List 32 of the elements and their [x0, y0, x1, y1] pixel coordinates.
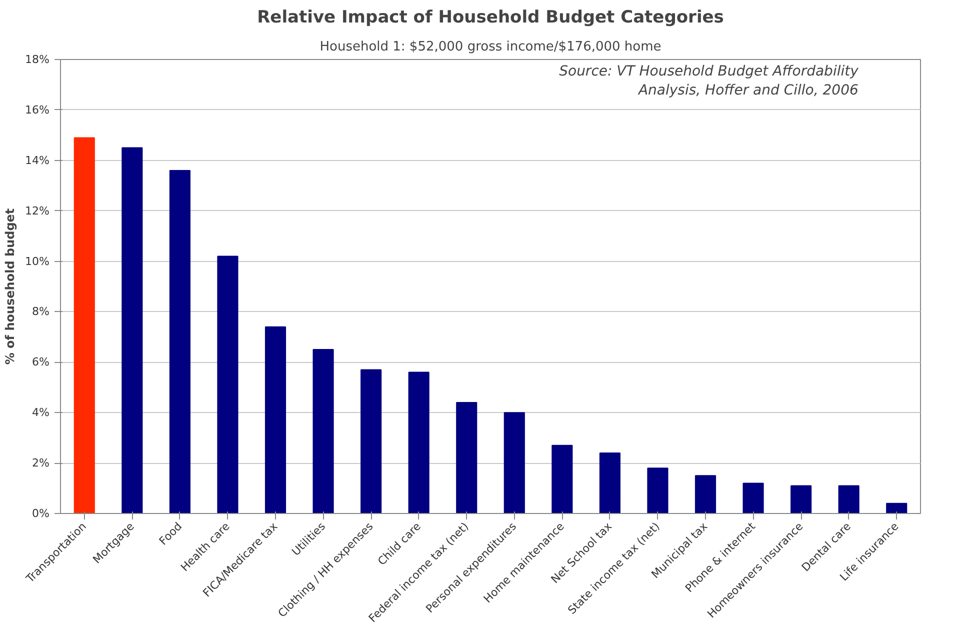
bar: [838, 485, 860, 514]
chart-title: Relative Impact of Household Budget Categories: [257, 8, 724, 28]
bar: [886, 502, 908, 514]
y-axis-title: % of household budget: [3, 208, 18, 365]
y-tick-label: 14%: [25, 154, 50, 167]
bar: [408, 372, 430, 514]
bar: [694, 475, 716, 514]
chart-subtitle: Household 1: $52,000 gross income/$176,000 home: [320, 40, 662, 54]
y-tick-label: 4%: [32, 406, 50, 420]
y-tick-label: 8%: [32, 305, 50, 318]
bar: [74, 137, 95, 514]
y-tick-label: 18%: [25, 53, 50, 66]
y-tick-label: 2%: [32, 456, 50, 470]
bar: [217, 256, 238, 514]
annotation: Source: VT Household Budget Affordability Analysis, Hoffer and Cillo, 2006: [559, 63, 860, 98]
bar: [264, 326, 286, 514]
bar: [169, 170, 190, 514]
bar: [456, 402, 478, 514]
bar: [599, 452, 620, 514]
y-tick-label: 0%: [32, 507, 50, 520]
y-tick-label: 10%: [25, 254, 50, 268]
bar: [122, 147, 143, 514]
bar: [360, 369, 382, 514]
bar: [647, 468, 668, 514]
bar: [552, 444, 573, 514]
y-tick-label: 12%: [25, 204, 50, 218]
bar: [312, 349, 334, 514]
bar: [742, 482, 764, 514]
y-tick-label: 16%: [25, 103, 50, 116]
bar: [504, 412, 525, 514]
bar: [790, 485, 812, 514]
y-tick-label: 6%: [32, 356, 50, 369]
